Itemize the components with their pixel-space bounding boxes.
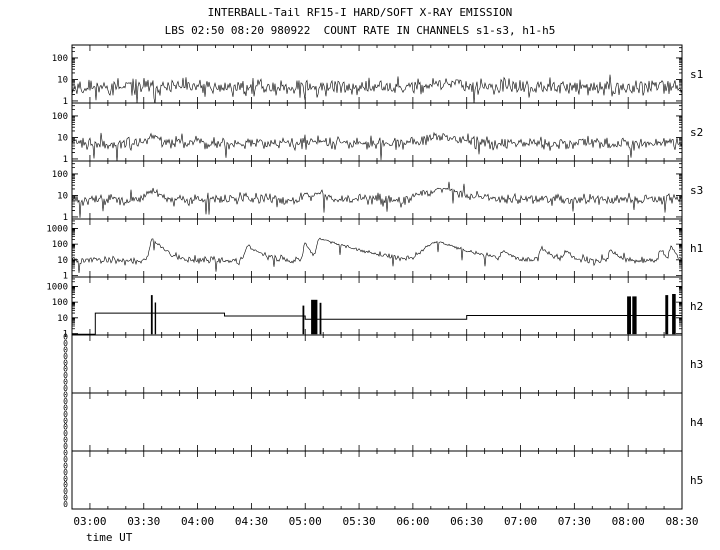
- y-tick-label: 10: [57, 75, 68, 85]
- y-tick-label: 0: [63, 468, 68, 477]
- y-tick-label: 0: [63, 442, 68, 451]
- burst: [150, 295, 153, 335]
- series-s3: [72, 181, 682, 218]
- y-tick-label: 0: [63, 449, 68, 458]
- series-h1: [72, 237, 682, 274]
- y-tick-label: 10: [57, 133, 68, 143]
- y-tick-label: 0: [63, 365, 68, 374]
- x-tick-label: 08:30: [665, 515, 698, 528]
- burst: [311, 299, 318, 335]
- y-tick-label: 0: [63, 429, 68, 438]
- y-tick-label: 0: [63, 397, 68, 406]
- y-tick-label: 0: [63, 500, 68, 509]
- y-tick-label: 0: [63, 461, 68, 470]
- y-tick-label: 0: [63, 455, 68, 464]
- x-tick-label: 06:30: [450, 515, 483, 528]
- burst: [319, 302, 322, 335]
- panel-label-s1: s1: [690, 68, 703, 81]
- burst: [154, 302, 157, 335]
- panel-label-h5: h5: [690, 474, 703, 487]
- y-tick-label: 0: [63, 410, 68, 419]
- x-tick-label: 04:00: [181, 515, 214, 528]
- x-tick-label: 07:30: [558, 515, 591, 528]
- series-s2: [72, 131, 682, 161]
- panel-frame-h2: [71, 276, 683, 336]
- y-tick-label: 100: [52, 54, 68, 64]
- panel-frame-s2: [71, 102, 683, 162]
- y-tick-label: 0: [63, 487, 68, 496]
- x-tick-label: 03:30: [127, 515, 160, 528]
- y-tick-label: 100: [52, 240, 68, 250]
- panel-label-h3: h3: [690, 358, 703, 371]
- burst: [632, 296, 637, 335]
- y-tick-label: 1: [63, 329, 68, 339]
- x-axis-label: time UT: [86, 531, 133, 544]
- y-tick-label: 0: [63, 403, 68, 412]
- x-tick-label: 04:30: [235, 515, 268, 528]
- y-tick-label: 0: [63, 358, 68, 367]
- x-tick-label: 07:00: [504, 515, 537, 528]
- panel-frame-s1: [71, 44, 683, 104]
- x-tick-label: 08:00: [612, 515, 645, 528]
- panel-frame-s3: [71, 160, 683, 220]
- burst: [672, 294, 676, 335]
- y-tick-label: 1000: [46, 282, 68, 292]
- plot-title: INTERBALL-Tail RF15-I HARD/SOFT X-RAY EM…: [207, 6, 513, 19]
- panel-frame-h3: [71, 334, 683, 394]
- y-tick-label: 1: [63, 155, 68, 165]
- burst: [302, 305, 305, 335]
- y-tick-label: 100: [52, 112, 68, 122]
- x-tick-label: 05:30: [342, 515, 375, 528]
- y-tick-label: 10: [57, 314, 68, 324]
- y-tick-label: 0: [63, 333, 68, 342]
- x-tick-label: 05:00: [289, 515, 322, 528]
- y-tick-label: 0: [63, 352, 68, 361]
- y-tick-label: 0: [63, 474, 68, 483]
- y-tick-label: 0: [63, 384, 68, 393]
- panel-ticks: [71, 451, 683, 509]
- y-tick-label: 10: [57, 256, 68, 266]
- panel-ticks: [71, 102, 683, 161]
- y-tick-label: 1: [63, 213, 68, 223]
- y-tick-label: 0: [63, 339, 68, 348]
- panel-label-h4: h4: [690, 416, 704, 429]
- y-tick-label: 100: [52, 170, 68, 180]
- y-tick-label: 0: [63, 345, 68, 354]
- y-tick-label: 0: [63, 436, 68, 445]
- panel-ticks: [71, 335, 683, 393]
- y-tick-label: 0: [63, 494, 68, 503]
- burst: [665, 295, 669, 335]
- y-tick-label: 1: [63, 271, 68, 281]
- y-tick-label: 10: [57, 191, 68, 201]
- panel-label-s3: s3: [690, 184, 703, 197]
- y-tick-label: 1000: [46, 224, 68, 234]
- y-tick-label: 100: [52, 298, 68, 308]
- panel-label-s2: s2: [690, 126, 703, 139]
- y-tick-label: 0: [63, 416, 68, 425]
- burst: [627, 296, 631, 335]
- y-tick-label: 0: [63, 423, 68, 432]
- panel-label-h1: h1: [690, 242, 703, 255]
- y-tick-label: 0: [63, 481, 68, 490]
- x-tick-label: 06:00: [396, 515, 429, 528]
- panel-label-h2: h2: [690, 300, 703, 313]
- panel-frame-h4: [71, 392, 683, 452]
- y-tick-label: 0: [63, 371, 68, 380]
- x-tick-label: 03:00: [73, 515, 106, 528]
- panel-frame-h5: [71, 450, 683, 510]
- series-s1: [72, 74, 682, 103]
- plot-subtitle: LBS 02:50 08:20 980922 COUNT RATE IN CHA…: [164, 24, 556, 37]
- panel-ticks: [71, 160, 683, 219]
- y-tick-label: 0: [63, 378, 68, 387]
- series-h2: [72, 294, 682, 335]
- panel-ticks: [71, 393, 683, 451]
- panel-ticks: [71, 276, 683, 335]
- y-tick-label: 0: [63, 391, 68, 400]
- y-tick-label: 1: [63, 97, 68, 107]
- panel-ticks: [71, 44, 683, 103]
